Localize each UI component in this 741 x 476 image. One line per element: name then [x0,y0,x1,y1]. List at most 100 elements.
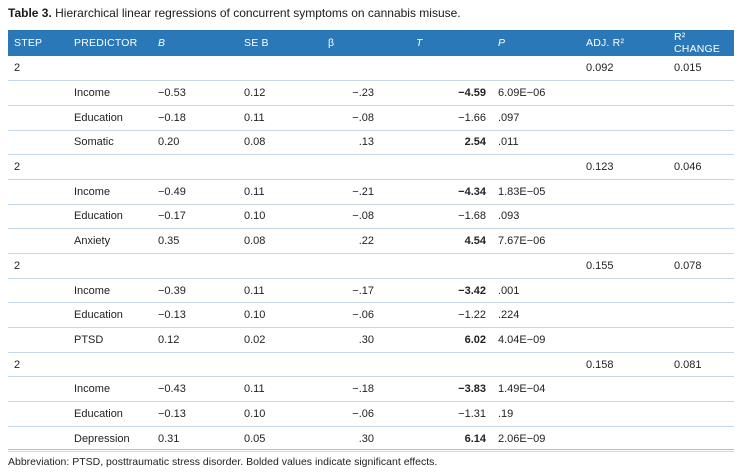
b-cell: 0.35 [158,235,180,248]
t-cell: 6.14 [464,432,486,445]
table-caption-text: Hierarchical linear regressions of concu… [55,6,461,20]
beta-cell: −.21 [352,185,374,198]
p-cell: 4.04E−09 [498,333,546,346]
table-row: Education −0.13 0.10 −.06 −1.31 .19 [8,402,734,427]
table-row: Somatic 0.20 0.08 .13 2.54 .011 [8,130,734,155]
empty-cell [580,377,668,402]
predictor-cell: Depression [74,432,130,445]
empty-cell [668,179,734,204]
empty-cell [492,56,580,81]
se-b-cell: 0.08 [244,136,266,149]
header-p: P [492,30,580,56]
step-cell: 2 [14,259,21,272]
b-cell: −0.18 [158,111,186,124]
predictor-cell: Somatic [74,136,114,149]
b-cell: 0.20 [158,136,180,149]
empty-cell [68,56,152,81]
se-b-cell: 0.10 [244,309,266,322]
empty-cell [8,179,68,204]
beta-cell: −.23 [352,87,374,100]
adj-r2-cell: 0.092 [586,62,614,75]
table-row: Depression 0.31 0.05 .30 6.14 2.06E−09 [8,426,734,451]
se-b-cell: 0.11 [244,383,265,396]
b-cell: −0.13 [158,407,186,420]
r2-change-cell: 0.081 [674,358,702,371]
empty-cell [580,130,668,155]
table-row: PTSD 0.12 0.02 .30 6.02 4.04E−09 [8,328,734,353]
se-b-cell: 0.05 [244,432,266,445]
b-cell: 0.31 [158,432,180,445]
empty-cell [8,130,68,155]
empty-cell [8,426,68,451]
b-cell: −0.39 [158,284,186,297]
empty-cell [410,56,492,81]
empty-cell [492,254,580,279]
p-cell: .093 [498,210,520,223]
se-b-cell: 0.08 [244,235,266,248]
predictor-cell: Income [74,87,111,100]
empty-cell [668,130,734,155]
header-t-text: T [416,37,423,49]
t-cell: −1.22 [458,309,486,322]
empty-cell [238,56,322,81]
empty-cell [8,402,68,427]
empty-cell [410,254,492,279]
empty-cell [8,303,68,328]
empty-cell [580,278,668,303]
t-cell: −4.59 [458,87,486,100]
beta-cell: −.06 [352,309,374,322]
step-cell: 2 [14,358,21,371]
p-cell: 1.49E−04 [498,383,546,396]
empty-cell [238,254,322,279]
step-row: 2 0.155 0.078 [8,253,734,279]
empty-cell [668,229,734,254]
predictor-cell: Education [74,407,123,420]
table-row: Anxiety 0.35 0.08 .22 4.54 7.67E−06 [8,229,734,254]
empty-cell [580,81,668,106]
b-cell: −0.49 [158,185,186,198]
table-bottom-rule [8,449,734,450]
beta-cell: −.08 [352,111,374,124]
t-cell: −4.34 [458,185,486,198]
p-cell: .097 [498,111,520,124]
empty-cell [322,254,410,279]
empty-cell [580,402,668,427]
r2-change-cell: 0.015 [674,62,702,75]
empty-cell [668,105,734,130]
se-b-cell: 0.11 [244,284,265,297]
empty-cell [580,179,668,204]
predictor-cell: Income [74,383,111,396]
empty-cell [8,105,68,130]
empty-cell [410,352,492,377]
adj-r2-cell: 0.123 [586,161,614,174]
empty-cell [152,56,238,81]
t-cell: −3.83 [458,383,486,396]
table-row: Education −0.17 0.10 −.08 −1.68 .093 [8,204,734,229]
empty-cell [68,352,152,377]
empty-cell [492,352,580,377]
header-predictor: PREDICTOR [74,37,138,49]
empty-cell [580,426,668,451]
b-cell: −0.53 [158,87,186,100]
empty-cell [8,229,68,254]
empty-cell [152,155,238,180]
header-r2-change: R² CHANGE [674,31,721,55]
table-caption-label: Table 3. [8,6,52,20]
p-cell: 2.06E−09 [498,432,546,445]
t-cell: −1.68 [458,210,486,223]
empty-cell [410,155,492,180]
empty-cell [668,328,734,353]
beta-cell: .13 [358,136,374,149]
empty-cell [668,81,734,106]
empty-cell [492,155,580,180]
regression-table: STEP PREDICTOR B SE B β T P ADJ. R² R² C… [8,30,734,452]
p-cell: .001 [498,284,520,297]
se-b-cell: 0.02 [244,333,266,346]
empty-cell [8,328,68,353]
empty-cell [668,278,734,303]
beta-cell: −.17 [352,284,374,297]
empty-cell [8,278,68,303]
header-step: STEP [14,37,43,49]
empty-cell [580,229,668,254]
empty-cell [152,352,238,377]
